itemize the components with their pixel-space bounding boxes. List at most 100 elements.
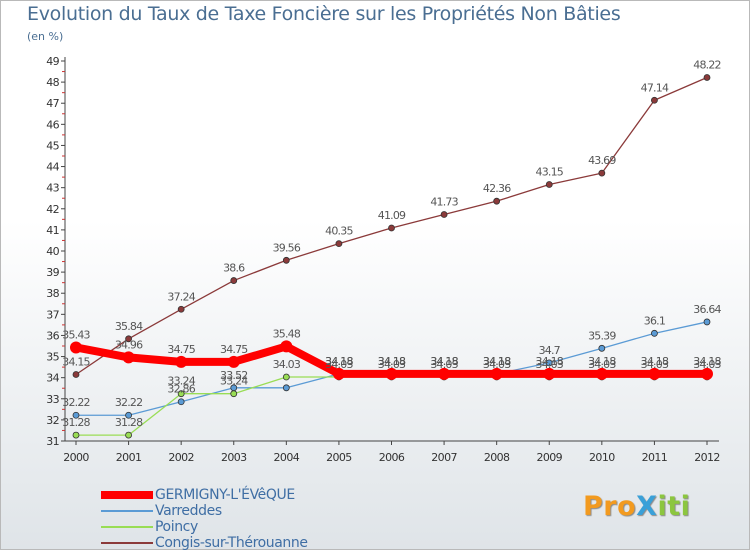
data-point-congis bbox=[388, 224, 395, 232]
x-tick-label: 2001 bbox=[116, 451, 142, 464]
x-tick-label: 2007 bbox=[431, 451, 457, 464]
data-label-poincy: 31.28 bbox=[62, 416, 90, 429]
data-label-poincy: 34.03 bbox=[273, 358, 301, 371]
y-tick-label: 46 bbox=[46, 118, 59, 131]
data-point-congis bbox=[703, 74, 711, 81]
legend-label-varreddes: Varreddes bbox=[155, 503, 222, 519]
data-label-congis: 37.24 bbox=[167, 290, 195, 303]
data-label-poincy: 34.03 bbox=[693, 358, 721, 371]
data-label-germigny: 35.48 bbox=[273, 327, 301, 340]
y-tick-label: 35 bbox=[46, 351, 59, 364]
data-point-congis bbox=[335, 240, 343, 248]
data-label-germigny: 34.96 bbox=[115, 338, 143, 351]
y-tick-label: 39 bbox=[46, 266, 59, 279]
data-point-varreddes bbox=[651, 329, 658, 337]
data-label-varreddes: 36.64 bbox=[693, 303, 721, 316]
data-labels: 34.15 35.84 37.24 38.6 39.56 40.35 41.09 41.73 4… bbox=[62, 58, 722, 429]
y-tick-label: 42 bbox=[46, 203, 59, 216]
data-point-congis bbox=[598, 169, 606, 177]
chart-subtitle: (en %) bbox=[27, 30, 64, 43]
legend-swatch-germigny bbox=[101, 491, 153, 499]
data-point-varreddes bbox=[282, 384, 290, 392]
y-tick-label: 36 bbox=[46, 329, 59, 342]
data-point-congis bbox=[230, 277, 238, 284]
data-point-congis bbox=[282, 256, 290, 264]
data-label-varreddes: 35.39 bbox=[588, 329, 616, 342]
x-tick-label: 2003 bbox=[221, 451, 247, 464]
data-label-poincy: 31.28 bbox=[115, 416, 143, 429]
legend-label-germigny: GERMIGNY-L'ÉVêQUE bbox=[155, 487, 295, 503]
y-tick-label: 38 bbox=[46, 287, 59, 300]
data-label-germigny: 34.75 bbox=[220, 343, 248, 356]
data-label-poincy: 34.03 bbox=[325, 358, 353, 371]
data-point-congis bbox=[125, 335, 132, 343]
data-label-germigny: 34.18 bbox=[378, 355, 406, 368]
data-label-varreddes: 32.22 bbox=[115, 396, 143, 409]
data-label-varreddes: 34.18 bbox=[430, 355, 458, 368]
y-tick-label: 34 bbox=[46, 372, 59, 385]
data-label-germigny: 34.75 bbox=[167, 343, 195, 356]
data-point-germigny bbox=[70, 341, 82, 354]
data-point-varreddes bbox=[545, 359, 553, 367]
data-point-varreddes bbox=[598, 344, 606, 352]
legend-swatch-congis bbox=[101, 542, 153, 544]
data-point-germigny bbox=[648, 367, 661, 380]
data-point-congis bbox=[493, 197, 501, 205]
data-label-varreddes: 32.86 bbox=[167, 383, 195, 396]
x-tick-label: 2006 bbox=[379, 451, 405, 464]
y-tick-label: 43 bbox=[46, 182, 59, 195]
data-label-germigny: 34.18 bbox=[536, 355, 564, 368]
proxiti-logo: ProXiti bbox=[583, 491, 691, 522]
data-point-germigny bbox=[595, 367, 608, 380]
data-label-poincy: 34.03 bbox=[588, 358, 616, 371]
x-tick-label: 2004 bbox=[274, 451, 300, 464]
data-point-germigny bbox=[490, 367, 503, 380]
data-label-poincy: 34.03 bbox=[641, 358, 669, 371]
data-label-germigny: 34.18 bbox=[483, 355, 511, 368]
x-tick-label: 2011 bbox=[642, 451, 668, 464]
data-label-varreddes: 34.7 bbox=[539, 344, 561, 357]
data-label-varreddes: 33.52 bbox=[220, 369, 248, 382]
data-label-varreddes: 32.22 bbox=[62, 396, 90, 409]
x-tick-label: 2012 bbox=[694, 451, 720, 464]
data-label-germigny: 35.43 bbox=[62, 328, 90, 341]
data-point-poincy bbox=[230, 390, 238, 398]
data-label-poincy: 33.24 bbox=[167, 375, 195, 388]
data-point-poincy bbox=[177, 390, 185, 398]
data-label-poincy: 34.03 bbox=[430, 358, 458, 371]
data-label-poincy: 34.03 bbox=[483, 358, 511, 371]
data-label-poincy: 34.03 bbox=[378, 358, 406, 371]
data-label-varreddes: 34.18 bbox=[325, 355, 353, 368]
data-point-congis bbox=[545, 181, 553, 188]
y-tick-label: 31 bbox=[46, 435, 59, 448]
data-point-poincy bbox=[282, 373, 290, 381]
data-point-varreddes bbox=[72, 411, 80, 419]
data-point-congis bbox=[72, 371, 80, 378]
x-tick-label: 2010 bbox=[589, 451, 615, 464]
y-tick-label: 37 bbox=[46, 308, 59, 321]
legend-swatch-poincy bbox=[101, 526, 153, 528]
data-label-germigny: 34.18 bbox=[430, 355, 458, 368]
data-point-varreddes bbox=[125, 411, 132, 419]
data-label-congis: 40.35 bbox=[325, 225, 353, 238]
data-label-varreddes: 34.18 bbox=[378, 355, 406, 368]
y-tick-label: 41 bbox=[46, 224, 59, 237]
data-point-germigny bbox=[701, 367, 713, 380]
data-label-congis: 38.6 bbox=[223, 262, 245, 275]
data-label-germigny: 34.18 bbox=[693, 355, 721, 368]
x-tick-label: 2009 bbox=[536, 451, 562, 464]
data-label-congis: 43.69 bbox=[588, 154, 616, 167]
data-label-congis: 35.84 bbox=[115, 320, 143, 333]
data-point-germigny bbox=[438, 367, 451, 380]
legend-label-poincy: Poincy bbox=[155, 519, 198, 535]
x-tick-label: 2000 bbox=[63, 451, 89, 464]
data-label-congis: 39.56 bbox=[273, 241, 301, 254]
data-point-germigny bbox=[227, 355, 240, 368]
data-point-germigny bbox=[543, 367, 556, 380]
data-label-congis: 47.14 bbox=[641, 81, 669, 94]
x-tick-label: 2005 bbox=[326, 451, 352, 464]
series-points bbox=[70, 74, 713, 439]
x-tick-label: 2008 bbox=[484, 451, 510, 464]
data-label-congis: 42.36 bbox=[483, 182, 511, 195]
